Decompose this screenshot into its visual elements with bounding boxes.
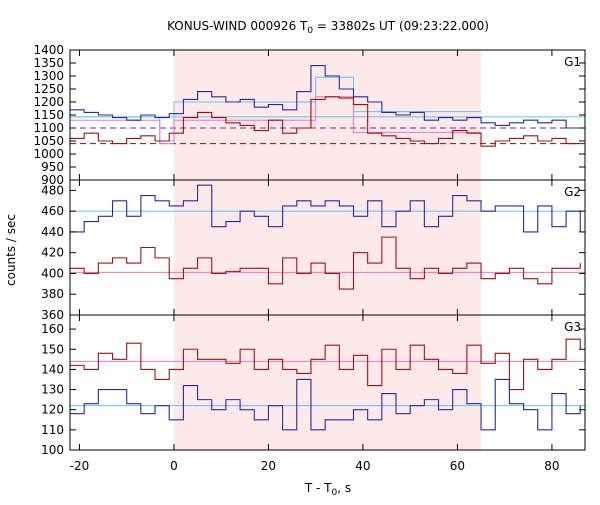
y-tick-label: 1100 — [33, 121, 64, 135]
step-series-blue — [70, 65, 581, 129]
panel-label: G3 — [564, 320, 581, 334]
model-step-pink — [70, 96, 482, 145]
y-tick-label: 360 — [41, 308, 64, 322]
x-tick-label: 0 — [170, 459, 178, 473]
y-tick-label: 1300 — [33, 69, 64, 83]
y-tick-label: 1200 — [33, 95, 64, 109]
panel-label: G2 — [564, 185, 581, 199]
shaded-interval — [173, 315, 482, 450]
panel-g2: 360 380 400 420 440 460 480 G2 — [41, 179, 586, 322]
y-tick-label: 100 — [41, 443, 64, 457]
y-tick-label: 140 — [41, 362, 64, 376]
x-tick-label: 20 — [261, 459, 276, 473]
shaded-interval — [173, 180, 482, 315]
y-tick-label: 1400 — [33, 43, 64, 57]
y-tick-label: 1350 — [33, 56, 64, 70]
y-tick-label: 440 — [41, 225, 64, 239]
step-series-red — [70, 338, 581, 391]
y-tick-label: 150 — [41, 342, 64, 356]
x-tick-label: 80 — [544, 459, 559, 473]
y-tick-label: 160 — [41, 322, 64, 336]
y-tick-label: 1250 — [33, 82, 64, 96]
panel-plot-area — [70, 65, 585, 147]
panel-plot-area — [70, 184, 585, 290]
y-tick-label: 380 — [41, 287, 64, 301]
panel-plot-area — [70, 338, 585, 431]
y-tick-label: 1000 — [33, 147, 64, 161]
step-series-blue — [70, 184, 581, 233]
y-tick-label: 130 — [41, 383, 64, 397]
y-tick-label: 110 — [41, 423, 64, 437]
x-tick-label: 40 — [355, 459, 370, 473]
step-series-red — [70, 236, 581, 290]
y-tick-label: 420 — [41, 246, 64, 260]
y-tick-label: 950 — [41, 160, 64, 174]
step-series-blue — [70, 378, 581, 431]
y-tick-label: 1150 — [33, 108, 64, 122]
panel-frame — [69, 314, 586, 451]
y-tick-label: 480 — [41, 183, 64, 197]
panel-label: G1 — [564, 55, 581, 69]
x-tick-label: 60 — [450, 459, 465, 473]
panel-g1: 9009501000105011001150120012501300135014… — [33, 43, 586, 187]
y-tick-label: 900 — [41, 173, 64, 187]
shaded-interval — [173, 50, 482, 180]
panels-group: 9009501000105011001150120012501300135014… — [33, 43, 586, 473]
y-axis-label: counts / sec — [4, 214, 18, 286]
panel-g3: 100 110 120 130 140 150 160 G3 — [41, 314, 586, 457]
chart-title: KONUS-WIND 000926 T0 = 33802s UT (09:23:… — [167, 19, 489, 36]
x-tick-label: -20 — [70, 459, 90, 473]
y-tick-label: 460 — [41, 204, 64, 218]
step-series-red — [70, 96, 581, 147]
x-axis-label: T - T0, s — [304, 481, 351, 498]
y-tick-label: 400 — [41, 266, 64, 280]
y-tick-label: 1050 — [33, 134, 64, 148]
y-tick-label: 120 — [41, 403, 64, 417]
